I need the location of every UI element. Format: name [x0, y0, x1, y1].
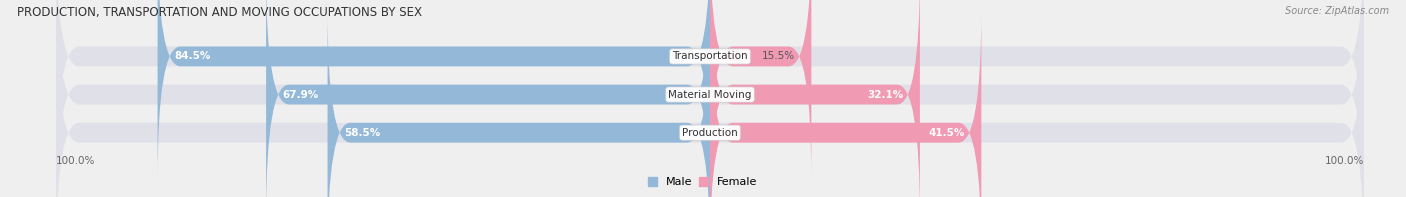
Text: 58.5%: 58.5% — [344, 128, 380, 138]
Text: Material Moving: Material Moving — [668, 90, 752, 99]
FancyBboxPatch shape — [710, 0, 811, 180]
Text: 67.9%: 67.9% — [283, 90, 319, 99]
Text: Source: ZipAtlas.com: Source: ZipAtlas.com — [1285, 6, 1389, 16]
Text: 15.5%: 15.5% — [762, 51, 794, 61]
FancyBboxPatch shape — [710, 9, 981, 197]
FancyBboxPatch shape — [157, 0, 710, 180]
Text: 32.1%: 32.1% — [868, 90, 904, 99]
Legend: Male, Female: Male, Female — [644, 172, 762, 191]
Text: 100.0%: 100.0% — [1324, 156, 1364, 166]
FancyBboxPatch shape — [56, 0, 1364, 197]
FancyBboxPatch shape — [266, 0, 710, 197]
Text: Transportation: Transportation — [672, 51, 748, 61]
Text: Production: Production — [682, 128, 738, 138]
Text: 41.5%: 41.5% — [928, 128, 965, 138]
Text: 100.0%: 100.0% — [56, 156, 96, 166]
FancyBboxPatch shape — [710, 0, 920, 197]
FancyBboxPatch shape — [328, 9, 710, 197]
FancyBboxPatch shape — [56, 0, 1364, 180]
Text: 84.5%: 84.5% — [174, 51, 211, 61]
FancyBboxPatch shape — [56, 9, 1364, 197]
Text: PRODUCTION, TRANSPORTATION AND MOVING OCCUPATIONS BY SEX: PRODUCTION, TRANSPORTATION AND MOVING OC… — [17, 6, 422, 19]
